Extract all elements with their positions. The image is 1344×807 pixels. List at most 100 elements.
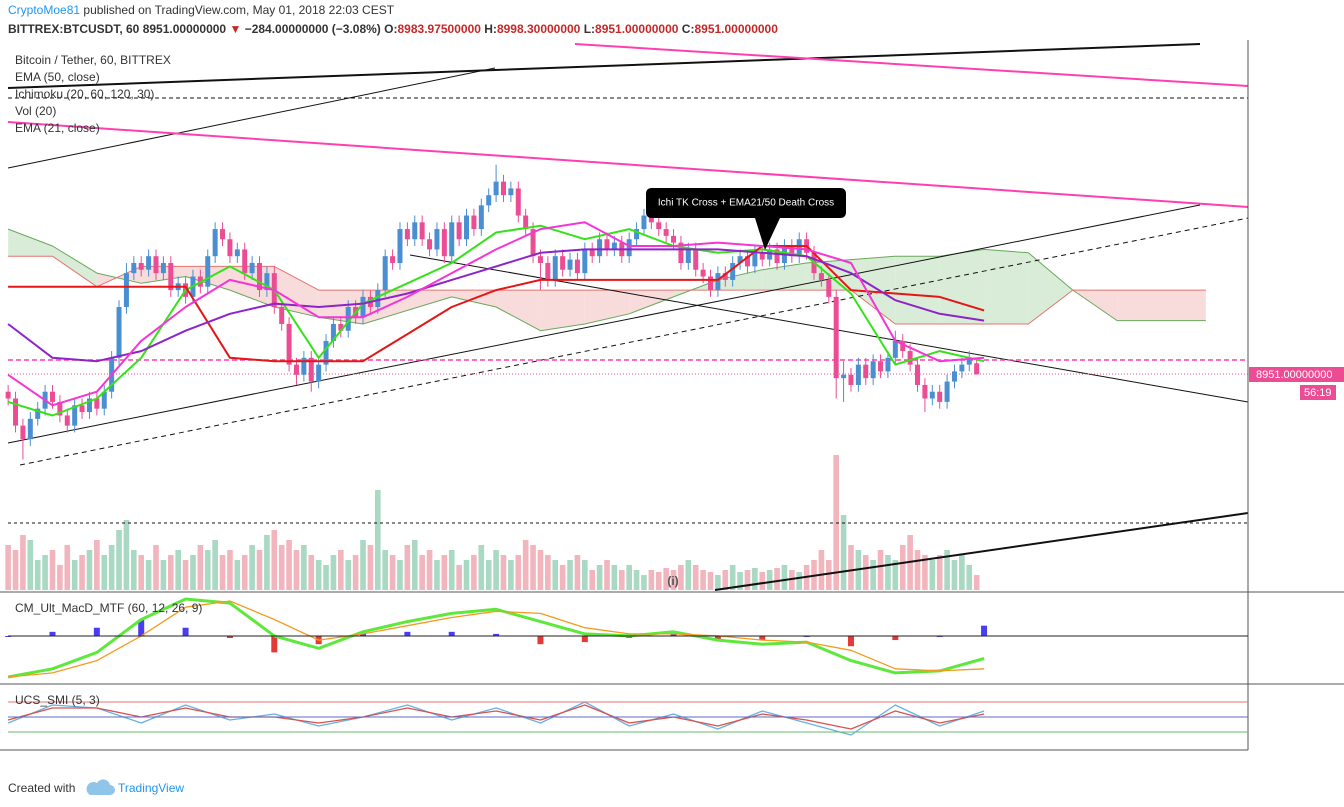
volume-bar: [256, 550, 263, 590]
ichimoku-line: [7, 224, 985, 417]
histogram-bar: [182, 627, 189, 636]
volume-bar: [338, 550, 344, 590]
cloud-segment: [52, 246, 97, 287]
symbol: BITTREX:BTCUSDT, 60: [8, 22, 140, 36]
volume-bar: [471, 555, 477, 590]
candle-body: [79, 405, 85, 413]
candle-body: [929, 391, 935, 399]
candle-body: [382, 256, 388, 291]
candle-body: [508, 188, 514, 196]
candle-body: [656, 222, 662, 230]
candle-body: [685, 249, 691, 263]
volume-bar: [604, 560, 610, 590]
price-box: [1249, 367, 1344, 382]
volume-bar: [545, 555, 551, 590]
volume-bar: [922, 555, 928, 590]
candle-body: [833, 296, 839, 379]
footer-text: Created with: [8, 781, 75, 795]
h-label: H:: [484, 22, 497, 36]
volume-bar: [71, 560, 78, 590]
candle-body: [168, 262, 174, 291]
volume-bar: [530, 545, 536, 590]
candle-body: [560, 256, 566, 270]
volume-bar: [278, 545, 285, 590]
volume-bar: [227, 550, 233, 590]
footer-brand[interactable]: TradingView: [118, 781, 184, 795]
candle-body: [907, 351, 913, 365]
volume-bar: [367, 545, 374, 590]
volume-bar: [729, 565, 736, 590]
candle-body: [597, 239, 603, 257]
candle-body: [937, 391, 943, 402]
volume-bar: [219, 555, 226, 590]
volume-bar: [759, 572, 766, 590]
candle-body: [390, 256, 396, 263]
legend-entry: Vol (20): [15, 104, 56, 118]
histogram-bar: [981, 625, 988, 636]
candle-body: [574, 259, 580, 274]
annotation: Ichi TK Cross + EMA21/50 Death Cross: [658, 198, 834, 209]
candle-body: [722, 273, 728, 280]
histogram-bar: [138, 619, 145, 636]
candle-body: [153, 256, 159, 274]
candle-body: [86, 398, 92, 413]
candle-body: [641, 215, 647, 230]
candle-body: [671, 235, 677, 243]
candle-body: [878, 361, 884, 372]
volume-bar: [448, 550, 455, 590]
volume-bar: [271, 530, 278, 590]
volume-bar: [951, 560, 958, 590]
candle-body: [434, 229, 440, 250]
volume-bar: [79, 555, 85, 590]
volume-bar: [478, 545, 485, 590]
candle-body: [212, 229, 218, 257]
cloud-segment: [1117, 290, 1162, 321]
volume-bar: [914, 550, 921, 590]
author[interactable]: CryptoMoe81: [8, 3, 80, 17]
price-label: 8951.00000000: [1256, 369, 1332, 381]
candle-body: [870, 361, 876, 379]
volume-bar: [123, 520, 130, 590]
volume-bar: [959, 555, 965, 590]
candle-body: [308, 357, 314, 382]
ema-line: [7, 221, 985, 407]
volume-bar: [197, 545, 204, 590]
histogram-bar: [759, 635, 766, 641]
volume-bar: [655, 572, 662, 590]
candle-body: [900, 340, 906, 352]
volume-bar: [264, 535, 270, 590]
volume-bar: [766, 570, 773, 590]
candle-body: [959, 364, 965, 372]
volume-bar: [574, 555, 581, 590]
volume-bar: [352, 555, 359, 590]
legend-entry: EMA (21, close): [15, 121, 100, 135]
candle-body: [146, 256, 152, 270]
volume-bar: [825, 560, 832, 590]
candle-body: [493, 181, 499, 196]
volume-bar: [375, 490, 381, 590]
volume-bar: [582, 560, 588, 590]
volume-bar: [552, 560, 559, 590]
volume-bar: [64, 545, 71, 590]
candle-body: [789, 246, 795, 257]
volume-bar: [441, 555, 448, 590]
pane-title: UCS_SMI (5, 3): [15, 693, 100, 707]
indicator-line: [8, 600, 985, 678]
candle-body: [604, 239, 610, 250]
candle-body: [863, 364, 869, 379]
candle-body: [515, 188, 521, 216]
logo: [86, 779, 115, 795]
candle-body: [530, 229, 536, 257]
candle-body: [286, 323, 292, 365]
volume-bar: [308, 555, 315, 590]
candle-body: [744, 256, 750, 267]
volume-bar: [301, 545, 307, 590]
candle-body: [249, 262, 255, 274]
volume-bar: [175, 550, 181, 590]
volume-bar: [892, 560, 899, 590]
candle-body: [796, 239, 802, 257]
volume-bar: [293, 550, 300, 590]
volume-bar: [877, 550, 884, 590]
candle-body: [427, 239, 433, 250]
volume-bar: [789, 570, 795, 590]
